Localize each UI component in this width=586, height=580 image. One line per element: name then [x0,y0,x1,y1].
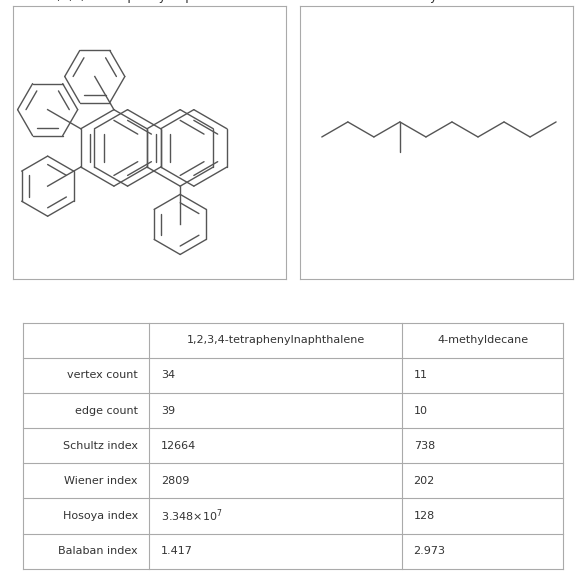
Text: 34: 34 [161,371,175,380]
Text: Balaban index: Balaban index [59,546,138,556]
Text: 1.417: 1.417 [161,546,193,556]
Text: Hosoya index: Hosoya index [63,511,138,521]
Text: 4-methyldecane: 4-methyldecane [437,335,528,345]
Text: 3.348×10$^{7}$: 3.348×10$^{7}$ [161,508,223,524]
Text: edge count: edge count [75,405,138,416]
Text: 202: 202 [414,476,435,486]
Text: 1,2,3,4-tetraphenylnaphthalene: 1,2,3,4-tetraphenylnaphthalene [187,335,365,345]
Text: 738: 738 [414,441,435,451]
Text: 12664: 12664 [161,441,196,451]
Text: 11: 11 [414,371,428,380]
Text: Schultz index: Schultz index [63,441,138,451]
Title: 1,2,3,4-tetraphenylnaphthalene: 1,2,3,4-tetraphenylnaphthalene [50,0,249,3]
Text: 39: 39 [161,405,175,416]
Text: 10: 10 [414,405,428,416]
Text: Wiener index: Wiener index [64,476,138,486]
Title: 4-methyldecane: 4-methyldecane [386,0,488,3]
Text: 2.973: 2.973 [414,546,445,556]
Text: vertex count: vertex count [67,371,138,380]
Text: 2809: 2809 [161,476,189,486]
Text: 128: 128 [414,511,435,521]
